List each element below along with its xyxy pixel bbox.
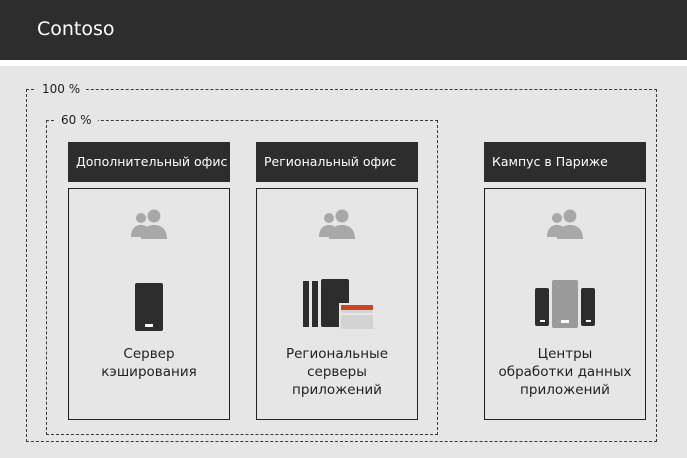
site-card-branch-office: Сервер кэширования <box>68 188 230 420</box>
site-title-paris-campus: Кампус в Париже <box>484 142 646 182</box>
site-desc-line3: приложений <box>292 382 382 398</box>
zone-60-percent <box>46 120 438 435</box>
app-header: Contoso <box>0 0 687 60</box>
users-icon <box>547 209 583 239</box>
site-desc-line2: обработки данных <box>498 364 632 380</box>
zone-60-label: 60 % <box>55 113 98 127</box>
brand-title: Contoso <box>37 18 115 40</box>
datacenter-icon <box>535 279 595 329</box>
zone-100-percent <box>26 89 657 442</box>
site-desc-line1: Центры <box>537 346 593 362</box>
site-desc-line1: Региональные <box>285 346 389 362</box>
mobile-server-icon <box>135 283 163 331</box>
zone-100-label: 100 % <box>36 82 87 96</box>
site-desc-line1: Сервер <box>123 346 175 362</box>
users-icon <box>131 209 167 239</box>
app-servers-icon <box>303 279 373 329</box>
site-title-branch-office: Дополнительный офис <box>68 142 230 182</box>
site-desc-line2: кэширования <box>101 364 197 380</box>
users-icon <box>319 209 355 239</box>
site-desc-line2: серверы <box>307 364 367 380</box>
site-desc-line3: приложений <box>520 382 610 398</box>
site-card-paris-campus: Центры обработки данных приложений <box>484 188 646 420</box>
header-divider <box>0 60 687 66</box>
site-title-regional-office: Региональный офис <box>256 142 418 182</box>
site-card-regional-office: Региональные серверы приложений <box>256 188 418 420</box>
